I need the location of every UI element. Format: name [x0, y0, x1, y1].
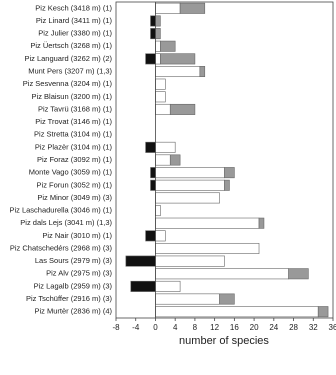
bar-segment	[150, 167, 156, 179]
x-tick-label: 16	[230, 323, 239, 332]
x-tick-label: 4	[173, 323, 178, 332]
bar-segment	[155, 40, 161, 52]
bar-segment	[125, 255, 156, 267]
bar-segment	[150, 28, 156, 40]
y-tick-label: Piz Chatschedérs (2968 m) (3)	[10, 243, 113, 252]
y-tick-label: Piz Tavrü (3168 m) (1)	[38, 104, 113, 113]
plot-frame	[115, 1, 334, 319]
x-tick-label: 28	[289, 323, 298, 332]
bar-segment	[145, 53, 156, 65]
bar-segment	[155, 205, 161, 217]
bar-segment	[155, 192, 220, 204]
bar-segment	[155, 66, 201, 78]
bar-segment	[258, 217, 265, 229]
y-tick-label: Piz Üertsch (3268 m) (1)	[30, 41, 112, 50]
bar-segment	[155, 78, 166, 90]
y-tick-label: Munt Pers (3207 m) (1,3)	[28, 67, 112, 76]
bar-segment	[145, 230, 156, 242]
y-tick-label: Piz Linard (3411 m) (1)	[36, 16, 113, 25]
bar-segment	[155, 242, 260, 254]
y-tick-label: Piz Forun (3052 m) (1)	[37, 180, 113, 189]
x-tick-label: 32	[309, 323, 318, 332]
bar-segment	[160, 53, 196, 65]
bar-segment	[155, 280, 181, 292]
y-tick-label: Piz Languard (3262 m) (2)	[24, 54, 112, 63]
bar-segment	[219, 293, 235, 305]
x-axis-title: number of species	[179, 335, 269, 347]
x-tick-label: 12	[210, 323, 219, 332]
bar-segment	[155, 268, 289, 280]
bar-segment	[169, 154, 181, 166]
y-tick-label: Piz Kesch (3418 m) (1)	[35, 3, 112, 12]
y-tick-label: Piz Plazèr (3104 m) (1)	[35, 142, 113, 151]
bar-segment	[160, 40, 176, 52]
y-tick-label: Piz Julier (3380 m) (1)	[38, 29, 112, 38]
bar-segment	[155, 141, 176, 153]
bar-segment	[317, 306, 329, 318]
y-tick-label: Piz Tschüffer (2916 m) (3)	[26, 294, 113, 303]
bar-segment	[150, 15, 156, 27]
y-tick-label: Las Sours (2979 m) (3)	[35, 256, 113, 265]
y-tick-label: Piz Blaisun (3200 m) (1)	[32, 92, 113, 101]
bar-segment	[150, 179, 156, 191]
bar-segment	[224, 167, 235, 179]
y-tick-label: Piz Lagalb (2959 m) (3)	[34, 281, 113, 290]
x-tick-label: 0	[153, 323, 158, 332]
y-tick-label: Piz Alv (2975 m) (3)	[46, 269, 112, 278]
y-tick-label: Piz Minor (3049 m) (3)	[37, 193, 112, 202]
bar-segment	[155, 255, 225, 267]
y-tick-label: Piz Laschadurella (3046 m) (1)	[9, 206, 112, 215]
bar-segment	[155, 293, 220, 305]
y-tick-label: Piz dals Lejs (3041 m) (1,3)	[20, 218, 112, 227]
bar-segment	[155, 154, 171, 166]
x-tick-label: -8	[112, 323, 120, 332]
y-tick-label: Piz Foraz (3092 m) (1)	[37, 155, 113, 164]
y-tick-label: Piz Murtèr (2836 m) (4)	[34, 307, 112, 316]
y-tick-label: Piz Stretta (3104 m) (1)	[34, 130, 112, 139]
bar-segment	[155, 167, 225, 179]
bar-segment	[179, 2, 206, 14]
y-tick-label: Piz Trovat (3146 m) (1)	[35, 117, 112, 126]
bar-segment	[155, 2, 181, 14]
bar-segment	[199, 66, 206, 78]
bar-segment	[155, 28, 161, 40]
x-tick-label: 20	[250, 323, 259, 332]
bar-segment	[130, 280, 156, 292]
x-tick-label: -4	[132, 323, 140, 332]
x-tick-label: 24	[269, 323, 278, 332]
bar-segment	[288, 268, 309, 280]
y-tick-label: Piz Sesvenna (3204 m) (1)	[23, 79, 113, 88]
x-tick-label: 36	[329, 323, 336, 332]
bar-segment	[169, 103, 196, 115]
bar-segment	[155, 53, 161, 65]
bar-segment	[155, 15, 161, 27]
bar-segment	[155, 103, 171, 115]
y-tick-label: Monte Vago (3059 m) (1)	[29, 168, 113, 177]
bar-segment	[155, 217, 260, 229]
bar-segment	[155, 179, 225, 191]
bar-segment	[155, 306, 319, 318]
bar-segment	[155, 230, 166, 242]
x-tick-label: 8	[193, 323, 198, 332]
bar-segment	[224, 179, 230, 191]
bar-segment	[155, 91, 166, 103]
y-tick-label: Piz Nair (3010 m) (1)	[42, 231, 112, 240]
bar-segment	[145, 141, 156, 153]
